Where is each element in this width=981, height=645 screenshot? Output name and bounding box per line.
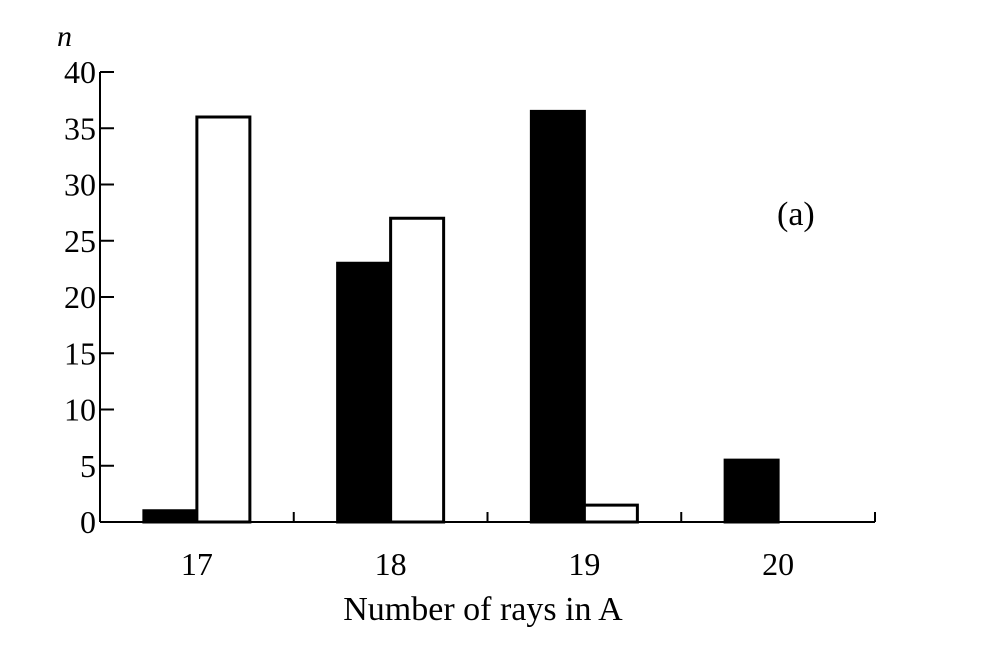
bar [336,261,393,524]
x-axis-title: Number of rays in A [343,591,623,628]
y-tick-label: 35 [64,110,96,146]
y-tick-label: 25 [64,223,96,259]
x-tick-label: 17 [181,546,213,582]
y-tick-label: 40 [64,54,96,90]
y-axis-label: n [57,20,72,53]
y-tick-label: 30 [64,167,96,203]
y-tick-label: 15 [64,335,96,371]
bar [529,109,586,524]
x-tick-label: 19 [568,546,600,582]
y-tick-label: 0 [80,504,96,540]
x-tick-label: 18 [375,546,407,582]
y-axis: 0 5 10 15 20 25 30 35 40 [64,54,114,540]
x-tick-label: 20 [762,546,794,582]
bar [195,115,252,524]
bar [389,216,446,524]
bar [142,509,199,524]
bar [723,458,780,524]
bars [142,109,780,524]
y-tick-label: 10 [64,392,96,428]
panel-annotation: (a) [777,196,815,233]
y-tick-label: 20 [64,279,96,315]
bar [582,503,639,524]
y-tick-label: 5 [80,448,96,484]
